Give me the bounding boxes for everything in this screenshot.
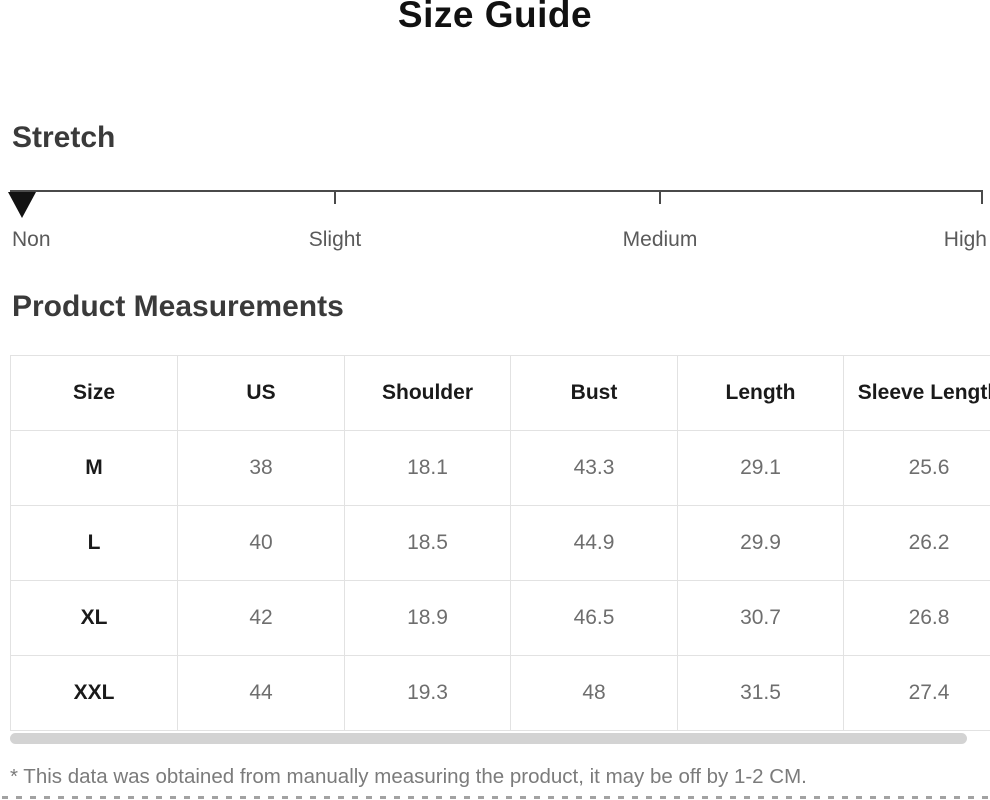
cell-sleeve-length: 25.6 [843,430,990,506]
cell-us: 38 [177,430,345,506]
cell-shoulder: 19.3 [344,655,511,731]
cell-shoulder: 18.9 [344,580,511,656]
table-row: XL 42 18.9 46.5 30.7 26.8 [10,580,990,656]
cell-size: M [10,430,178,506]
table-row: L 40 18.5 44.9 29.9 26.2 [10,505,990,581]
cell-us: 42 [177,580,345,656]
table-header-sleeve-length: Sleeve Length [843,355,990,431]
cell-size: XXL [10,655,178,731]
cell-sleeve-length: 26.8 [843,580,990,656]
cell-shoulder: 18.5 [344,505,511,581]
cell-sleeve-length: 27.4 [843,655,990,731]
cell-bust: 43.3 [510,430,678,506]
cell-length: 29.9 [677,505,844,581]
cell-bust: 44.9 [510,505,678,581]
cell-sleeve-length: 26.2 [843,505,990,581]
stretch-tick-high [981,192,983,204]
cell-size: XL [10,580,178,656]
cell-length: 31.5 [677,655,844,731]
cell-size: L [10,505,178,581]
table-header-us: US [177,355,345,431]
cell-bust: 48 [510,655,678,731]
measurements-table-viewport: Size US Shoulder Bust Length Sleeve Leng… [0,355,990,731]
cell-bust: 46.5 [510,580,678,656]
stretch-label-non: Non [12,228,51,251]
table-header-bust: Bust [510,355,678,431]
stretch-label-slight: Slight [308,228,362,251]
stretch-level-marker-triangle-icon [8,192,36,218]
stretch-tick-slight [334,192,336,204]
table-header-length: Length [677,355,844,431]
cell-shoulder: 18.1 [344,430,511,506]
table-header-shoulder: Shoulder [344,355,511,431]
cell-length: 30.7 [677,580,844,656]
stretch-label-high: High [943,228,987,251]
stretch-label-medium: Medium [622,228,698,251]
table-row: XXL 44 19.3 48 31.5 27.4 [10,655,990,731]
cell-us: 44 [177,655,345,731]
stretch-heading: Stretch [12,121,116,154]
table-row: M 38 18.1 43.3 29.1 25.6 [10,430,990,506]
horizontal-scrollbar[interactable] [10,733,967,744]
measurement-note: * This data was obtained from manually m… [10,765,807,788]
measurements-table: Size US Shoulder Bust Length Sleeve Leng… [10,355,990,731]
product-measurements-heading: Product Measurements [12,290,344,323]
page-title: Size Guide [397,0,593,35]
stretch-tick-medium [659,192,661,204]
table-header-row: Size US Shoulder Bust Length Sleeve Leng… [10,355,990,431]
cell-length: 29.1 [677,430,844,506]
cell-us: 40 [177,505,345,581]
cropped-text-line [2,796,988,799]
table-header-size: Size [10,355,178,431]
stretch-scale-line [10,190,983,192]
